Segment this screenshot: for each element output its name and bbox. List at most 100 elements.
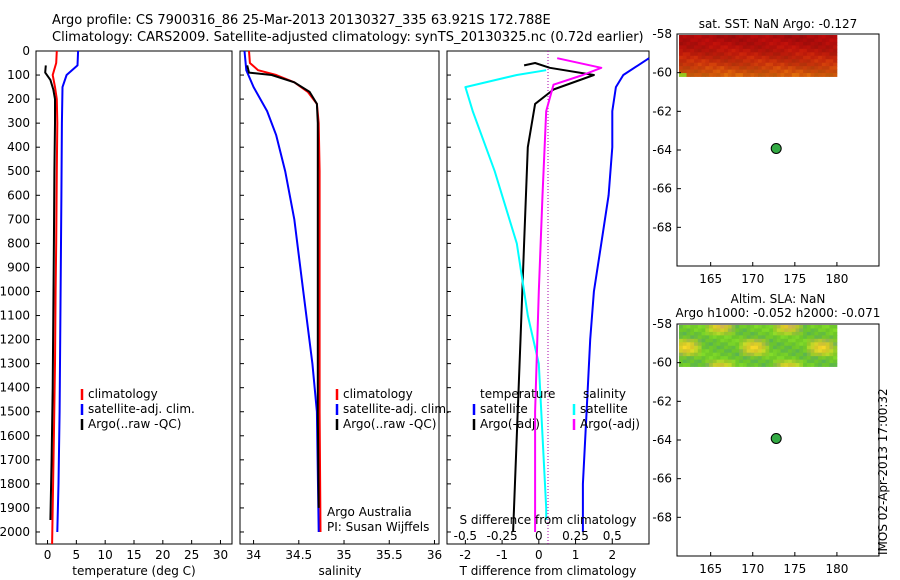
sla-map-cell — [788, 363, 793, 367]
sla-map-cell — [821, 325, 827, 329]
sla-map-cell — [806, 363, 811, 367]
sla-map-title: Altim. SLA: NaN — [731, 292, 826, 306]
temperature-panel-ytick-label-5: 500 — [7, 164, 30, 178]
sst-map-cell — [803, 62, 808, 67]
sla-map-cell — [754, 342, 759, 347]
sst-map-cell — [773, 35, 778, 39]
sst-map-cell — [806, 59, 811, 64]
sla-map-cell — [810, 363, 815, 367]
sla-map-cell — [750, 349, 755, 354]
sla-map-cell — [799, 352, 804, 357]
sla-map-cell — [716, 363, 721, 367]
sla-map-cell — [773, 345, 778, 350]
sla-map-cell — [694, 325, 699, 329]
sst-map-cell — [776, 62, 781, 67]
sst-map-cell — [697, 35, 702, 39]
sst-map-cell — [746, 45, 751, 50]
sst-map-cell — [821, 73, 827, 77]
sla-map-cell — [806, 359, 811, 364]
sla-map-xtick-label-1: 170 — [741, 562, 764, 576]
sst-map-cell — [806, 41, 811, 46]
sst-map-cell — [679, 62, 684, 67]
sst-map-cell — [818, 69, 823, 74]
sla-map-cell — [697, 335, 702, 340]
difference-panel-series — [464, 57, 650, 533]
sla-map-cell — [735, 325, 740, 329]
sla-map-cell — [765, 325, 770, 329]
sla-map-cell — [795, 338, 800, 343]
difference-panel-xtick-label-2: 0 — [535, 548, 543, 562]
sst-map-cell — [795, 73, 800, 77]
difference-panel-s-xtick-label-0: -0.5 — [454, 529, 477, 543]
sst-map-cell — [720, 62, 725, 67]
salinity-annotation-2: PI: Susan Wijffels — [327, 520, 429, 534]
sst-map-cell — [742, 59, 748, 64]
sla-map-cell — [818, 345, 823, 350]
sst-map-cell — [788, 38, 793, 43]
temperature-panel-xtick-label-3: 15 — [126, 548, 141, 562]
sla-map-cell — [795, 325, 800, 329]
sla-map-cell — [746, 359, 751, 364]
sla-map-cell — [829, 342, 834, 347]
sla-map-cell — [810, 345, 815, 350]
sst-map-cell — [799, 55, 804, 60]
temperature-panel-ytick-label-18: 1800 — [0, 477, 30, 491]
sla-map-cell — [697, 325, 702, 329]
sst-map-cell — [825, 73, 830, 77]
sla-map-cell — [686, 363, 691, 367]
sla-map-cell — [784, 342, 789, 347]
sla-map-cell — [705, 363, 710, 367]
sst-map-cell — [818, 48, 823, 53]
temperature-panel-ytick-label-6: 600 — [7, 188, 30, 202]
sst-map-cell — [720, 59, 725, 64]
difference-panel: -2 -1 0 1 2 -0.5 -0.25 0 0.25 0.5 temperature sali… — [446, 50, 650, 578]
sla-map-cell — [769, 335, 774, 340]
temperature-panel-ytick-label-10: 1000 — [0, 284, 30, 298]
sst-map-cell — [810, 55, 815, 60]
sst-map-cell — [735, 66, 740, 71]
sla-map-cell — [795, 352, 800, 357]
sst-map-cell — [746, 52, 751, 57]
sst-map-cell — [705, 48, 710, 53]
sla-map-cell — [727, 335, 733, 340]
sla-map-cell — [690, 335, 695, 340]
sla-map-cell — [784, 363, 789, 367]
sla-map-cell — [810, 325, 815, 329]
sst-map-cell — [720, 55, 725, 60]
sst-map-cell — [833, 69, 838, 74]
sla-map-cell — [746, 331, 751, 336]
sla-map-cell — [712, 325, 717, 329]
sst-map-cell — [769, 52, 774, 57]
sst-map-cell — [803, 35, 808, 39]
sst-map-cell — [731, 59, 736, 64]
sst-map-cell — [776, 73, 781, 77]
sla-map-cell — [769, 338, 774, 343]
sla-map-cell — [769, 342, 774, 347]
sla-map-cell — [791, 352, 796, 357]
sla-map-cell — [679, 328, 684, 333]
sst-map-cell — [806, 62, 811, 67]
sst-map-cell — [754, 66, 759, 71]
sst-map-cell — [727, 35, 733, 39]
salinity-panel-xtick-label-0: 34 — [246, 548, 261, 562]
temperature-panel-xtick-label-1: 5 — [73, 548, 81, 562]
sst-map-cell — [697, 52, 702, 57]
sst-map-cell — [821, 52, 827, 57]
sst-map-cell — [720, 52, 725, 57]
sla-map-cell — [682, 352, 687, 357]
sst-map-cell — [765, 35, 770, 39]
sla-map-cell — [705, 338, 710, 343]
sst-map-cell — [757, 73, 763, 77]
sst-map-cell — [712, 59, 717, 64]
sla-map-cell — [694, 342, 699, 347]
sla-map-cell — [761, 349, 766, 354]
sst-map-cell — [709, 35, 714, 39]
sst-map-cell — [697, 48, 702, 53]
sst-map-cell — [754, 38, 759, 43]
sst-map-cell — [694, 59, 699, 64]
sst-map-cell — [788, 41, 793, 46]
sst-map-title: sat. SST: NaN Argo: -0.127 — [699, 17, 858, 31]
sst-map-cell — [731, 73, 736, 77]
sst-map-cell — [735, 73, 740, 77]
sst-map-cell — [686, 55, 691, 60]
